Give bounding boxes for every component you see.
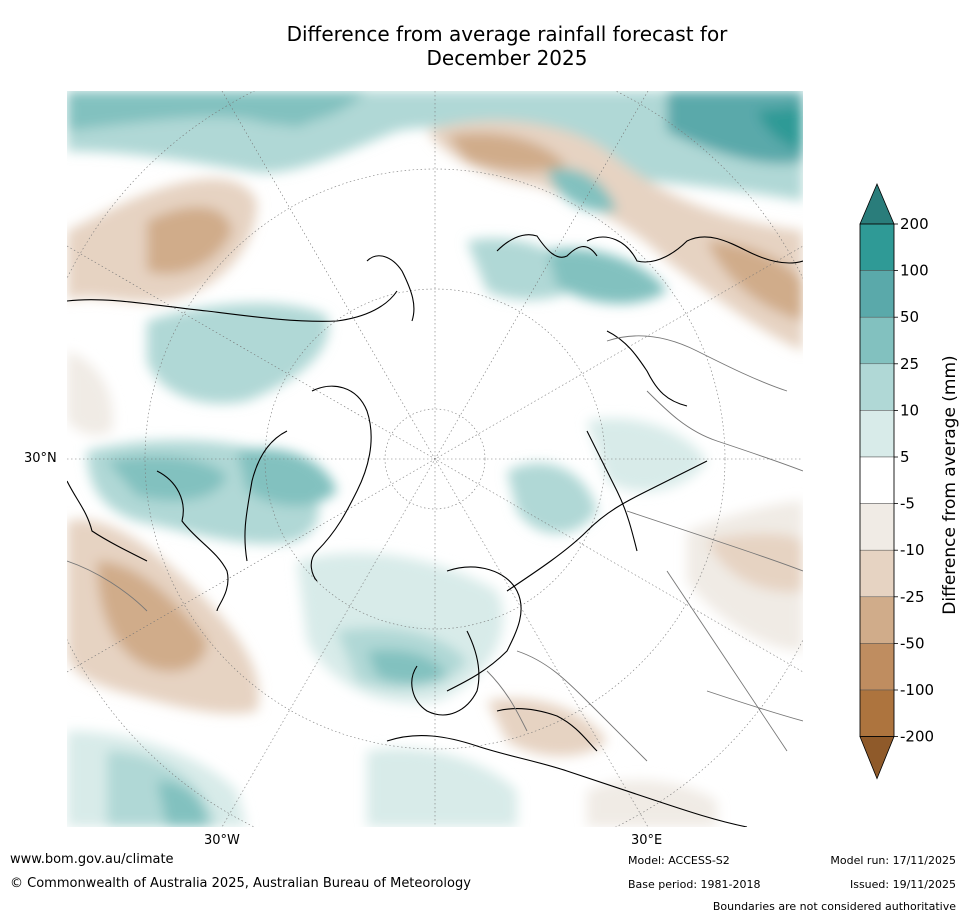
colorbar-tick-label-6: -5 xyxy=(900,495,915,513)
map-title: Difference from average rainfall forecas… xyxy=(200,22,814,70)
rainfall-anomaly-map xyxy=(67,91,803,827)
colorbar-tick-label-5: 5 xyxy=(900,448,910,466)
colorbar-graphic: 200 100 50 25 10 5 -5 -10 -25 -50 -100 -200 xyxy=(859,182,934,780)
colorbar: 200 100 50 25 10 5 -5 -10 -25 -50 -100 -200 xyxy=(840,180,950,790)
colorbar-tick-label-7: -10 xyxy=(900,541,925,559)
colorbar-box-0 xyxy=(859,223,895,271)
colorbar-tick-label-1: 100 xyxy=(900,262,929,280)
latitude-label: 30°N xyxy=(24,451,57,466)
colorbar-tick-label-0: 200 xyxy=(900,215,929,233)
colorbar-extend-top xyxy=(859,182,895,225)
colorbar-box-3 xyxy=(859,363,895,411)
colorbar-box-6 xyxy=(859,503,895,551)
footer-copyright: © Commonwealth of Australia 2025, Austra… xyxy=(10,876,471,891)
longitude-label-east: 30°E xyxy=(631,833,663,848)
footer-disclaimer: Boundaries are not considered authoritat… xyxy=(712,900,956,913)
map-canvas xyxy=(67,91,803,827)
footer-model: Model: ACCESS-S2 xyxy=(628,854,730,867)
footer-issued: Issued: 19/11/2025 xyxy=(849,878,956,891)
colorbar-box-8 xyxy=(859,596,895,644)
colorbar-box-4 xyxy=(859,410,895,458)
colorbar-tick-label-3: 25 xyxy=(900,355,919,373)
graticule xyxy=(67,91,803,827)
colorbar-tick-label-9: -50 xyxy=(900,634,925,652)
colorbar-tick-label-11: -200 xyxy=(900,728,934,746)
colorbar-box-7 xyxy=(859,549,895,598)
colorbar-tick-label-4: 10 xyxy=(900,401,919,419)
colorbar-frame xyxy=(859,223,895,737)
colorbar-box-1 xyxy=(859,270,895,318)
longitude-label-west: 30°W xyxy=(204,833,240,848)
anomaly-field xyxy=(67,91,803,827)
colorbar-tick-label-10: -100 xyxy=(900,681,934,699)
title-line-2: December 2025 xyxy=(426,46,588,70)
colorbar-tick-label-8: -25 xyxy=(900,588,925,606)
colorbar-box-10 xyxy=(859,689,895,737)
footer-model-run: Model run: 17/11/2025 xyxy=(830,854,956,867)
title-line-1: Difference from average rainfall forecas… xyxy=(286,22,728,46)
borders xyxy=(67,335,803,762)
colorbar-box-5 xyxy=(859,456,895,504)
colorbar-extend-bottom xyxy=(859,736,895,780)
footer-url: www.bom.gov.au/climate xyxy=(10,852,174,867)
footer-base-period: Base period: 1981-2018 xyxy=(628,878,761,891)
colorbar-box-9 xyxy=(859,643,895,691)
colorbar-box-2 xyxy=(859,316,895,365)
coastlines xyxy=(67,234,803,827)
colorbar-tick-label-2: 50 xyxy=(900,308,919,326)
